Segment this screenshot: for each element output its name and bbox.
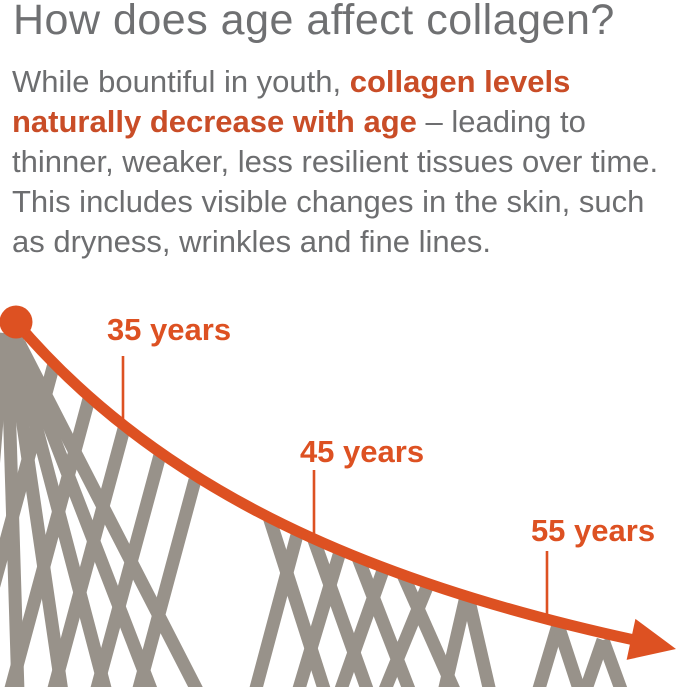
fiber-bar — [0, 358, 62, 687]
fiber-bar — [0, 328, 27, 687]
intro-line: thinner, weaker, less resilient tissues … — [12, 142, 658, 182]
age-label: 55 years — [531, 513, 655, 548]
page-title: How does age affect collagen? — [13, 0, 615, 44]
fiber-bar — [551, 622, 587, 687]
body-text: as dryness, wrinkles and fine lines. — [12, 224, 492, 259]
age-label: 35 years — [107, 312, 231, 347]
fiber-bar — [460, 590, 497, 687]
start-dot-icon — [0, 305, 33, 339]
fiber-bar — [596, 637, 629, 687]
fiber-bar — [437, 590, 474, 687]
decline-curve — [10, 316, 654, 649]
fiber-bar — [531, 623, 565, 687]
body-text: While bountiful in youth, — [12, 64, 350, 99]
collagen-decline-figure: 35 years 45 years 55 years — [0, 280, 679, 687]
fiber-bar — [89, 453, 167, 687]
fiber-bar — [3, 393, 97, 687]
emphasis-text: naturally decrease with age — [12, 104, 417, 139]
arrowhead-icon — [626, 618, 676, 660]
intro-line: naturally decrease with age – leading to — [12, 102, 658, 142]
body-text: thinner, weaker, less resilient tissues … — [12, 144, 659, 179]
intro-line: While bountiful in youth, collagen level… — [12, 62, 658, 102]
intro-paragraph: While bountiful in youth, collagen level… — [12, 62, 658, 262]
intro-line: as dryness, wrinkles and fine lines. — [12, 222, 658, 262]
body-text: This includes visible changes in the ski… — [12, 184, 645, 219]
fiber-bar — [46, 423, 132, 687]
collagen-decline-chart: 35 years 45 years 55 years — [0, 305, 676, 687]
body-text: – leading to — [416, 104, 586, 139]
age-label: 45 years — [300, 434, 424, 469]
fiber-bar — [3, 335, 69, 687]
intro-line: This includes visible changes in the ski… — [12, 182, 658, 222]
collagen-fiber-lattice — [0, 328, 629, 687]
emphasis-text: collagen levels — [349, 64, 571, 99]
fiber-bar — [131, 478, 202, 687]
